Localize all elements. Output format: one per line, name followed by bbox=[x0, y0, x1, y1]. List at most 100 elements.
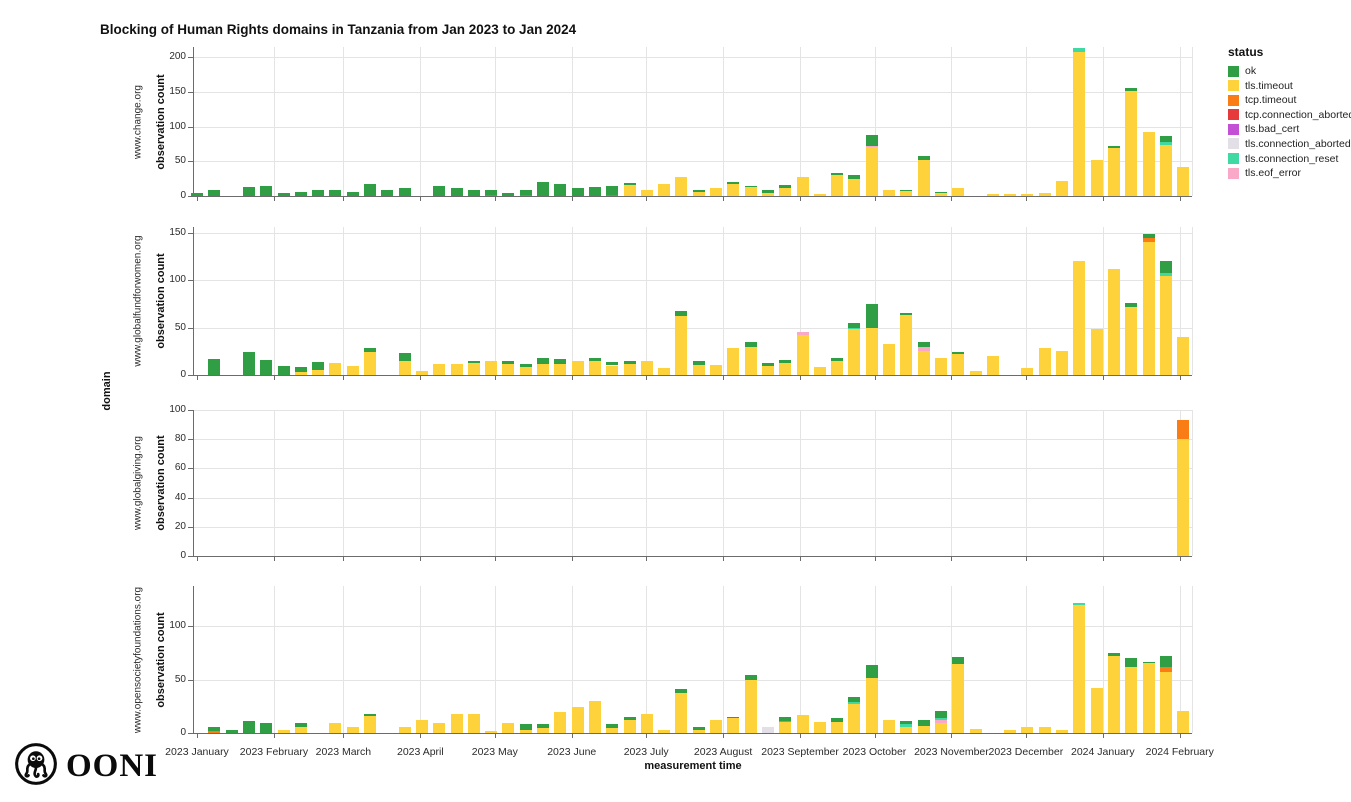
gridline-border bbox=[1192, 47, 1193, 196]
bar-segment-ok bbox=[692, 360, 705, 365]
bar-segment-ok bbox=[848, 175, 861, 179]
legend-swatch-icon bbox=[1228, 109, 1239, 121]
bar-segment-tls.timeout bbox=[398, 360, 411, 375]
x-axis-tick bbox=[571, 376, 573, 380]
bar-segment-ok bbox=[952, 352, 965, 355]
bar-segment-tls.timeout bbox=[640, 360, 653, 375]
bar-segment-tls.timeout bbox=[900, 191, 913, 196]
bar-segment-tls.timeout bbox=[1125, 666, 1138, 733]
bar-segment-tls.timeout bbox=[623, 363, 636, 375]
x-axis-tick bbox=[197, 376, 198, 380]
bar-segment-ok bbox=[1107, 146, 1120, 149]
octopus-icon bbox=[14, 742, 58, 791]
y-axis-line bbox=[193, 586, 194, 734]
bar-segment-ok bbox=[675, 311, 688, 317]
y-axis-line bbox=[193, 47, 194, 197]
y-axis-tick bbox=[188, 57, 193, 59]
y-axis-tick bbox=[188, 126, 193, 128]
bar-segment-tls.timeout bbox=[329, 362, 342, 375]
bar-segment-tls.timeout bbox=[883, 720, 895, 733]
bar-segment-ok bbox=[242, 186, 255, 196]
bar-segment-tls.connection_reset bbox=[900, 724, 913, 727]
x-tick-label: 2023 November bbox=[914, 746, 989, 758]
bar-segment-tls.timeout bbox=[952, 188, 965, 196]
bar-segment-tls.timeout bbox=[1021, 368, 1034, 375]
x-axis-tick bbox=[646, 734, 648, 738]
bar-segment-ok bbox=[260, 186, 273, 196]
legend-item-tls-timeout[interactable]: tls.timeout bbox=[1228, 80, 1348, 92]
y-axis-tick bbox=[188, 161, 193, 163]
bar-segment-ok bbox=[346, 191, 359, 196]
legend-item-tls-bad-cert[interactable]: tls.bad_cert bbox=[1228, 123, 1348, 135]
legend-item-tcp-timeout[interactable]: tcp.timeout bbox=[1228, 94, 1348, 106]
bar-segment-tls.timeout bbox=[1004, 193, 1017, 196]
x-axis-tick bbox=[571, 734, 573, 738]
x-tick-label: 2023 March bbox=[315, 746, 372, 758]
bar-segment-ok bbox=[952, 657, 965, 664]
x-axis-tick bbox=[646, 197, 648, 201]
gridline-month bbox=[646, 586, 648, 733]
bar-segment-tls.timeout bbox=[917, 725, 930, 733]
bar-segment-tls.timeout bbox=[952, 354, 965, 375]
legend-item-tcp-connection-aborted[interactable]: tcp.connection_aborted bbox=[1228, 109, 1351, 121]
legend-swatch-icon bbox=[1228, 94, 1239, 106]
gridline-month bbox=[800, 227, 802, 375]
x-tick-label: 2023 August bbox=[693, 746, 753, 758]
bar-segment-tls.timeout bbox=[1107, 148, 1120, 196]
x-axis-tick bbox=[494, 734, 496, 738]
bar-segment-tls.timeout bbox=[519, 729, 532, 733]
x-tick-label: 2023 September bbox=[761, 746, 839, 758]
gridline-month bbox=[494, 47, 496, 196]
legend-item-ok[interactable]: ok bbox=[1228, 65, 1348, 77]
bar-segment-tls.timeout bbox=[1142, 242, 1155, 375]
x-axis-tick bbox=[343, 197, 345, 201]
bar-segment-ok bbox=[485, 190, 498, 195]
bar-segment-ok bbox=[537, 182, 549, 196]
bar-segment-tls.timeout bbox=[675, 692, 688, 733]
x-axis-line bbox=[193, 556, 1192, 557]
y-axis-tick bbox=[188, 468, 193, 470]
x-axis-tick bbox=[723, 734, 725, 738]
bar-segment-ok bbox=[761, 189, 774, 193]
legend-item-tls-eof-error[interactable]: tls.eof_error bbox=[1228, 167, 1348, 179]
bar-segment-tls.timeout bbox=[796, 335, 809, 375]
bar-segment-ok bbox=[934, 191, 947, 194]
bar-segment-ok bbox=[675, 689, 688, 693]
y-axis-tick bbox=[188, 556, 193, 557]
y-tick-label: 100 bbox=[169, 620, 186, 632]
x-axis-tick bbox=[1025, 197, 1027, 201]
legend-item-tls-connection-reset[interactable]: tls.connection_reset bbox=[1228, 153, 1348, 165]
bar-segment-tls.timeout bbox=[969, 728, 982, 733]
bar-segment-ok bbox=[1107, 653, 1120, 657]
legend-label: tls.connection_aborted bbox=[1245, 137, 1351, 150]
bar-segment-ok bbox=[312, 361, 325, 371]
bar-segment-tls.timeout bbox=[658, 368, 671, 375]
bar-segment-tls.timeout bbox=[658, 183, 671, 196]
bar-segment-tls.eof_error bbox=[917, 347, 930, 352]
x-axis-tick bbox=[273, 197, 275, 201]
x-tick-label: 2024 February bbox=[1145, 746, 1214, 758]
y-axis-title: observation count bbox=[155, 73, 167, 170]
bar-segment-tls.timeout bbox=[1021, 193, 1034, 196]
gridline-month bbox=[1025, 47, 1027, 196]
bar-segment-tls.timeout bbox=[986, 193, 999, 196]
bar-segment-ok bbox=[242, 352, 255, 375]
facet-axis-title: domain bbox=[101, 371, 113, 411]
y-tick-label: 0 bbox=[180, 550, 186, 561]
x-axis-tick bbox=[1025, 376, 1027, 380]
bar-segment-tls.timeout bbox=[1056, 181, 1068, 196]
facet-label-domain: www.globalgiving.org bbox=[132, 436, 144, 530]
y-axis-title: observation count bbox=[155, 253, 167, 349]
bar-segment-ok bbox=[744, 341, 757, 347]
bar-segment-tls.timeout bbox=[986, 356, 999, 375]
bar-segment-tcp.timeout bbox=[1177, 420, 1190, 440]
bar-segment-ok bbox=[1159, 261, 1172, 273]
bar-segment-tcp.timeout bbox=[1142, 238, 1155, 243]
x-axis-tick bbox=[951, 376, 953, 380]
bar-segment-ok bbox=[502, 360, 515, 364]
bar-segment-ok bbox=[623, 360, 636, 364]
legend-item-tls-connection-aborted[interactable]: tls.connection_aborted bbox=[1228, 137, 1351, 150]
bar-segment-ok bbox=[294, 367, 307, 373]
gridline-month bbox=[571, 47, 573, 196]
bar-segment-tls.timeout bbox=[450, 363, 463, 375]
